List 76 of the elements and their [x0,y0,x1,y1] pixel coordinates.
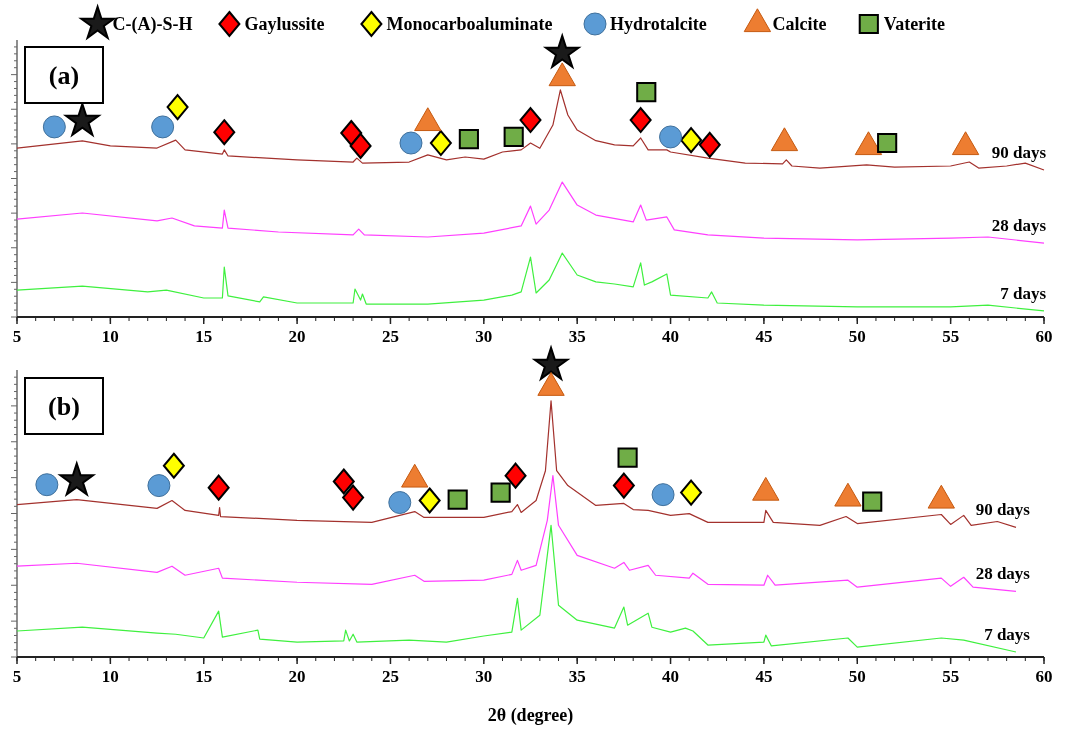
point [42,115,66,139]
point [862,491,883,512]
point [213,119,236,146]
x-tick-label: 60 [1035,667,1053,686]
point [651,483,675,507]
x-tick-label: 10 [101,667,119,686]
point [543,32,582,70]
point [65,102,100,136]
point [59,462,95,496]
x-tick-label: 45 [755,667,773,686]
legend-label: Vaterite [883,14,946,34]
x-tick-label: 35 [568,667,586,686]
point [147,474,171,498]
point [659,125,683,149]
x-tick-label: 40 [662,667,680,686]
point [447,489,468,510]
series-label: 90 days [975,500,1031,520]
point [418,487,441,514]
x-axis-title: 2θ (degree) [487,705,574,726]
series-label: 28 days [975,564,1031,584]
point [636,81,657,103]
point [490,482,511,503]
legend-label: C-(A)-S-H [112,14,193,35]
x-tick-label: 10 [101,327,119,346]
point [629,107,652,134]
point [458,128,479,150]
x-tick-label: 45 [755,327,773,346]
point [399,131,423,155]
series-label: 7 days [1000,283,1047,303]
point [429,130,452,157]
x-tick-label: 5 [12,327,22,346]
series-label: 7 days [984,625,1031,645]
point [162,452,185,479]
point [332,468,355,495]
x-tick-label: 30 [475,327,493,346]
point [612,472,635,499]
point [342,484,365,511]
x-tick-label: 50 [848,667,866,686]
annotation: (b) [48,392,80,421]
annotation: (a) [48,61,80,90]
point [617,447,638,468]
x-tick-label: 40 [662,327,680,346]
point [35,473,59,497]
point [680,127,703,154]
x-tick-label: 25 [381,667,399,686]
point [166,94,189,121]
point [877,132,898,154]
x-tick-label: 20 [288,327,306,346]
point [349,132,372,159]
legend-label: Monocarboaluminate [386,14,553,34]
x-tick-label: 5 [12,667,22,686]
point [503,126,524,148]
legend-label: Hydrotalcite [610,14,707,34]
point [519,107,542,134]
point [207,474,230,501]
point [698,131,721,158]
point [504,462,527,489]
point [531,344,571,382]
x-tick-label: 55 [942,667,960,686]
x-tick-label: 20 [288,667,306,686]
legend-label: Gaylussite [244,14,325,34]
x-tick-label: 55 [942,327,960,346]
legend-label: Calcite [772,14,827,34]
x-tick-label: 15 [195,667,213,686]
x-tick-label: 60 [1035,327,1053,346]
point [680,479,703,506]
series-label: 28 days [991,216,1047,236]
point [340,119,363,146]
series-label: 90 days [991,142,1047,162]
x-tick-label: 35 [568,327,586,346]
x-tick-label: 15 [195,327,213,346]
x-tick-label: 25 [381,327,399,346]
x-tick-label: 50 [848,327,866,346]
point [151,115,175,139]
point [388,491,412,515]
x-tick-label: 30 [475,667,493,686]
